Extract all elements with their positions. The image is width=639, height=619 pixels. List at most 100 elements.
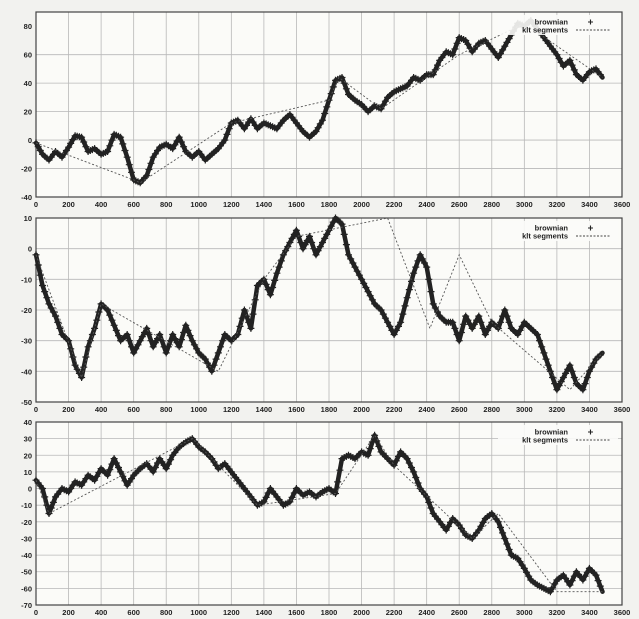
x-tick-label: 600 xyxy=(127,608,140,617)
y-tick-label: -50 xyxy=(21,568,32,577)
y-tick-label: -20 xyxy=(21,165,32,174)
series-line-klt-segments xyxy=(35,217,603,391)
x-tick-label: 200 xyxy=(62,405,75,414)
x-tick-label: 3600 xyxy=(614,200,631,209)
legend-label: brownian xyxy=(535,224,569,233)
legend-swatch-brownian xyxy=(588,225,593,231)
x-tick-label: 400 xyxy=(95,608,108,617)
x-tick-label: 1800 xyxy=(321,200,338,209)
y-tick-label: 20 xyxy=(24,451,32,460)
x-tick-label: 600 xyxy=(127,405,140,414)
x-tick-label: 2000 xyxy=(353,608,370,617)
y-tick-label: -50 xyxy=(21,398,32,407)
x-tick-label: 800 xyxy=(160,200,173,209)
x-tick-label: 3200 xyxy=(549,608,566,617)
x-tick-label: 2800 xyxy=(483,608,500,617)
x-tick-label: 2600 xyxy=(451,405,468,414)
x-tick-label: 1800 xyxy=(321,405,338,414)
legend-label: brownian xyxy=(535,18,569,27)
x-tick-label: 1200 xyxy=(223,608,240,617)
x-tick-label: 2800 xyxy=(483,405,500,414)
y-tick-label: 40 xyxy=(24,79,32,88)
x-tick-label: 1000 xyxy=(190,200,207,209)
x-tick-label: 0 xyxy=(34,608,38,617)
x-tick-label: 1800 xyxy=(321,608,338,617)
x-tick-label: 1600 xyxy=(288,608,305,617)
x-tick-label: 800 xyxy=(160,608,173,617)
y-tick-label: 80 xyxy=(24,22,32,31)
legend-label: klt segments xyxy=(522,232,568,241)
x-tick-label: 1200 xyxy=(223,200,240,209)
x-tick-label: 1000 xyxy=(190,608,207,617)
series-line-brownian xyxy=(33,18,605,186)
x-tick-label: 2400 xyxy=(418,608,435,617)
plot-frame xyxy=(35,11,623,198)
y-tick-label: -30 xyxy=(21,337,32,346)
x-tick-label: 3000 xyxy=(516,405,533,414)
x-tick-label: 3400 xyxy=(581,608,598,617)
x-tick-label: 2600 xyxy=(451,608,468,617)
y-tick-label: -20 xyxy=(21,518,32,527)
x-tick-label: 1400 xyxy=(256,405,273,414)
x-tick-label: 400 xyxy=(95,200,108,209)
y-tick-label: 0 xyxy=(28,136,32,145)
y-tick-label: -20 xyxy=(21,306,32,315)
x-tick-label: 3000 xyxy=(516,200,533,209)
x-tick-label: 2200 xyxy=(386,200,403,209)
x-tick-label: 600 xyxy=(127,200,140,209)
x-tick-label: 2800 xyxy=(483,200,500,209)
x-tick-label: 2400 xyxy=(418,405,435,414)
x-tick-label: 800 xyxy=(160,405,173,414)
x-tick-label: 2400 xyxy=(418,200,435,209)
x-tick-label: 400 xyxy=(95,405,108,414)
legend-label: brownian xyxy=(535,428,569,437)
y-tick-label: -40 xyxy=(21,193,32,202)
x-tick-label: 2000 xyxy=(353,405,370,414)
x-tick-label: 1000 xyxy=(190,405,207,414)
plot-frame xyxy=(35,421,623,606)
chart-panel-2: 0 200 400 600 800 1000 1200 1400 1600 1800 2000 220… xyxy=(21,214,630,414)
legend-swatch-brownian xyxy=(588,429,593,435)
x-tick-label: 0 xyxy=(34,405,38,414)
x-tick-label: 1400 xyxy=(256,200,273,209)
y-tick-label: -60 xyxy=(21,584,32,593)
x-tick-label: 1200 xyxy=(223,405,240,414)
y-tick-label: 60 xyxy=(24,51,32,60)
y-tick-label: 30 xyxy=(24,435,32,444)
series-line-brownian xyxy=(33,215,605,392)
legend-swatch-brownian xyxy=(588,19,593,25)
x-tick-label: 0 xyxy=(34,200,38,209)
y-tick-label: -10 xyxy=(21,501,32,510)
legend-label: klt segments xyxy=(522,436,568,445)
x-tick-label: 1600 xyxy=(288,200,305,209)
x-tick-label: 3200 xyxy=(549,200,566,209)
x-tick-label: 200 xyxy=(62,200,75,209)
x-tick-label: 3600 xyxy=(614,608,631,617)
x-tick-label: 2200 xyxy=(386,405,403,414)
y-tick-label: 0 xyxy=(28,245,32,254)
x-tick-label: 3000 xyxy=(516,608,533,617)
x-tick-label: 200 xyxy=(62,608,75,617)
chart-panel-3: 0 200 400 600 800 1000 1200 1400 1600 1800 2000 220… xyxy=(21,418,630,617)
y-tick-label: 20 xyxy=(24,108,32,117)
legend-label: klt segments xyxy=(522,26,568,35)
y-tick-label: 10 xyxy=(24,214,32,223)
chart-panel-1: 0 200 400 600 800 1000 1200 1400 1600 1800 2000 220… xyxy=(21,11,631,209)
series-line-brownian xyxy=(33,433,605,594)
x-tick-label: 3600 xyxy=(614,405,631,414)
y-tick-label: -30 xyxy=(21,534,32,543)
x-tick-label: 1400 xyxy=(256,608,273,617)
x-tick-label: 3400 xyxy=(581,405,598,414)
x-tick-label: 3400 xyxy=(581,200,598,209)
x-tick-label: 2600 xyxy=(451,200,468,209)
x-tick-label: 3200 xyxy=(549,405,566,414)
y-tick-label: 0 xyxy=(28,485,32,494)
y-tick-label: -70 xyxy=(21,601,32,610)
x-tick-label: 2200 xyxy=(386,608,403,617)
series-line-klt-segments xyxy=(35,22,603,184)
plot-frame xyxy=(35,217,623,403)
y-tick-label: 10 xyxy=(24,468,32,477)
y-tick-label: -40 xyxy=(21,551,32,560)
x-tick-label: 1600 xyxy=(288,405,305,414)
